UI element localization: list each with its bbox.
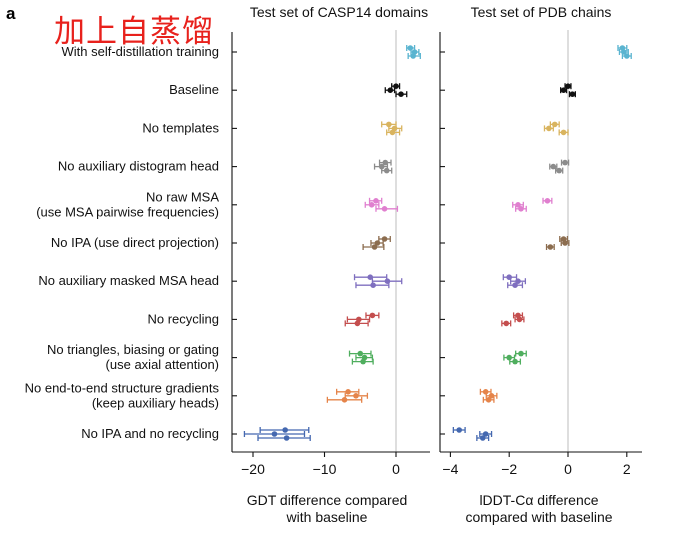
data-point (479, 435, 486, 441)
data-point (544, 198, 551, 204)
data-point (341, 397, 348, 403)
data-point (387, 87, 394, 93)
data-point (503, 320, 510, 327)
data-point (398, 91, 404, 97)
category-label: No raw MSA (use MSA pairwise frequencies) (36, 189, 219, 219)
x-tick-label: 2 (623, 461, 631, 477)
category-label: No end-to-end structure gradients (keep a… (25, 380, 220, 410)
x-tick-label: −10 (313, 461, 337, 477)
x-tick-label: 0 (564, 461, 572, 477)
category-label: No recycling (147, 311, 219, 326)
category-label: No auxiliary masked MSA head (38, 273, 219, 288)
data-point (569, 91, 576, 97)
data-point (367, 274, 374, 281)
data-point (560, 87, 567, 93)
data-point (382, 159, 389, 166)
x-tick-label: −2 (501, 461, 517, 477)
category-label: No triangles, biasing or gating (use axia… (47, 342, 219, 372)
data-point (354, 320, 361, 327)
data-point (562, 159, 568, 166)
category-label: No auxiliary distogram head (58, 159, 219, 174)
data-point (381, 206, 388, 212)
data-point (560, 129, 567, 136)
category-label: No IPA (use direct projection) (51, 235, 219, 250)
data-point (371, 244, 378, 250)
data-point (345, 389, 351, 395)
data-point (456, 427, 463, 433)
data-point (386, 121, 392, 128)
data-point (562, 240, 568, 246)
data-point (482, 389, 489, 395)
data-point (546, 125, 552, 132)
data-point (516, 316, 523, 323)
x-tick-label: −20 (241, 461, 265, 477)
data-point (374, 240, 381, 246)
data-point (271, 431, 278, 437)
data-point (370, 282, 376, 289)
data-point (353, 393, 359, 399)
data-point (373, 198, 379, 204)
data-point (282, 427, 288, 433)
data-point (389, 129, 396, 136)
data-point (369, 312, 376, 319)
data-point (506, 354, 512, 361)
data-point (360, 358, 366, 365)
x-axis-label: lDDT-Cα difference compared with baseline (465, 492, 612, 525)
category-label: Baseline (169, 82, 219, 97)
data-point (512, 282, 518, 289)
data-point (488, 393, 495, 399)
data-point (485, 397, 492, 403)
x-axis-label: GDT difference compared with baseline (247, 492, 408, 525)
x-tick-label: −4 (442, 461, 458, 477)
data-point (283, 435, 290, 441)
data-point (512, 358, 518, 365)
data-point (410, 53, 416, 59)
data-point (624, 53, 630, 59)
data-point (550, 163, 557, 170)
data-point (515, 202, 521, 208)
category-label: With self-distillation training (61, 44, 219, 59)
data-point (518, 206, 524, 212)
category-label: No IPA and no recycling (81, 426, 219, 441)
panel-title: Test set of PDB chains (471, 4, 612, 20)
handwritten-annotation: 加上自蒸馏 (54, 14, 214, 50)
data-point (482, 431, 489, 437)
data-point (368, 202, 375, 208)
data-point (407, 45, 414, 51)
data-point (547, 244, 554, 250)
panel-letter: a (6, 4, 16, 23)
data-point (383, 167, 390, 174)
x-tick-label: 0 (392, 461, 400, 477)
data-point (556, 167, 562, 174)
data-point (515, 278, 521, 285)
data-point (518, 350, 524, 357)
data-point (357, 350, 364, 357)
category-label: No templates (142, 120, 219, 135)
data-point (378, 163, 385, 170)
panel-title: Test set of CASP14 domains (250, 4, 428, 20)
